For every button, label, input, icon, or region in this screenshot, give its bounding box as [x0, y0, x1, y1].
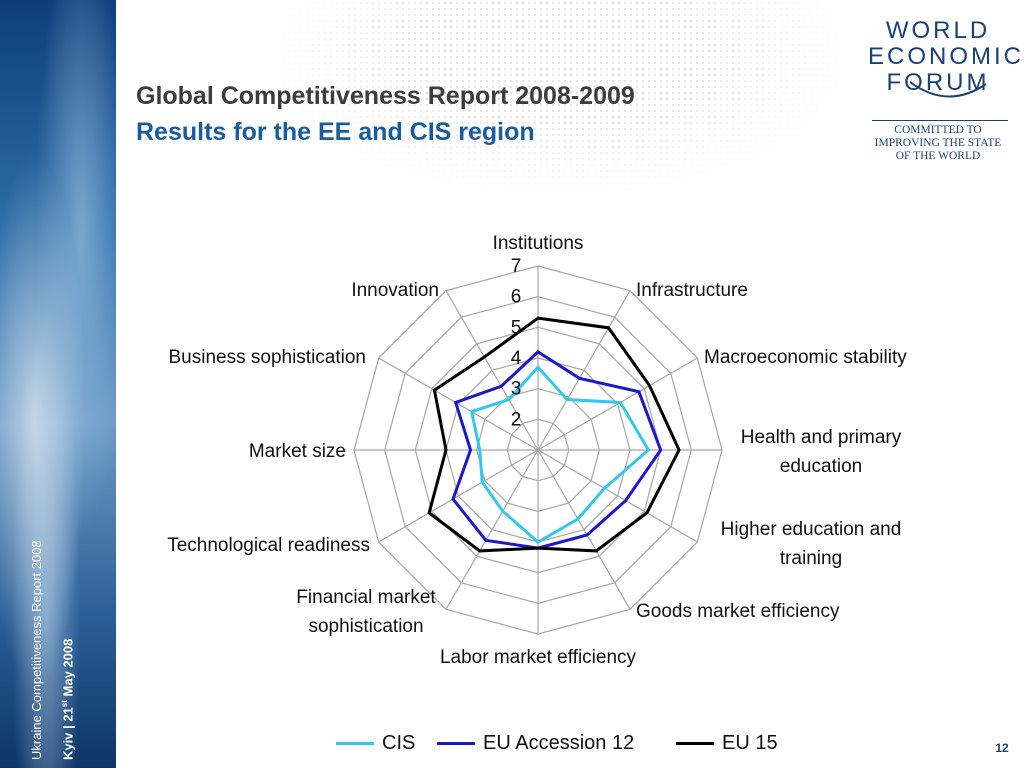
axis-label-macroeconomic-stability: Macroeconomic stability — [704, 347, 907, 368]
page-title: Global Competitiveness Report 2008-2009 — [136, 82, 635, 110]
wef-logo: WORLD ECONOMIC FORUM — [868, 17, 1024, 98]
chart-legend: CIS EU Accession 12 EU 15 — [0, 728, 1024, 758]
axis-label-higher-education-and-training: Higher education and training — [721, 519, 902, 569]
legend-swatch-eu-15 — [676, 741, 714, 745]
axis-label-labor-market-efficiency: Labor market efficiency — [440, 647, 637, 668]
axis-label-business-sophistication: Business sophistication — [169, 347, 367, 368]
grid-spoke — [537, 449, 698, 543]
tick-label: 2 — [511, 409, 522, 430]
axis-label-innovation: Innovation — [351, 280, 439, 301]
axis-label-goods-market-efficiency: Goods market efficiency — [636, 601, 840, 622]
axis-label-financial-market-sophistication: Financial market sophistication — [296, 587, 436, 637]
logo-divider — [872, 120, 1008, 121]
tagline-line-1: COMMITTED TO — [894, 124, 982, 136]
grid-spoke — [537, 290, 631, 451]
grid-spoke — [537, 449, 631, 610]
tick-label: 4 — [511, 348, 522, 369]
logo-line-3: FORUM — [886, 69, 990, 96]
tagline-line-3: OF THE WORLD — [895, 150, 981, 162]
sidebar-background: Ukraine Competitiveness Report 2008 Kyiv… — [0, 0, 116, 768]
tick-label: 3 — [511, 379, 522, 400]
grid-spoke — [445, 449, 539, 610]
tagline-line-2: IMPROVING THE STATE — [874, 137, 1002, 149]
grid-spoke — [378, 357, 539, 451]
legend-item-cis: CIS — [336, 728, 415, 758]
world-map-background — [280, 0, 840, 190]
grid-spoke — [378, 449, 539, 543]
axis-label-technological-readiness: Technological readiness — [167, 535, 370, 556]
logo-tagline: COMMITTED TO IMPROVING THE STATE OF THE … — [868, 124, 1008, 163]
radar-ticks: 2 3 4 5 6 7 — [511, 256, 522, 430]
legend-label-eu-accession-12: EU Accession 12 — [483, 731, 635, 754]
legend-swatch-eu-accession-12 — [437, 741, 475, 745]
axis-label-market-size: Market size — [249, 441, 346, 462]
logo-line-1: WORLD — [885, 17, 991, 44]
legend-item-eu-accession-12: EU Accession 12 — [437, 728, 634, 758]
legend-swatch-cis — [336, 741, 374, 745]
legend-item-eu-15: EU 15 — [676, 728, 778, 758]
page-subtitle: Results for the EE and CIS region — [136, 118, 535, 146]
page-number: 12 — [984, 736, 1020, 760]
axis-label-institutions: Institutions — [493, 233, 584, 254]
radar-chart: 2 3 4 5 6 7 Institutions Infrastructure Macroec… — [167, 233, 907, 668]
grid-spoke — [445, 290, 539, 451]
legend-label-cis: CIS — [382, 731, 416, 754]
tick-label: 7 — [511, 256, 522, 277]
radar-grid — [353, 265, 723, 635]
logo-line-2: ECONOMIC — [868, 43, 1024, 70]
legend-label-eu-15: EU 15 — [722, 731, 778, 754]
radar-series — [427, 316, 681, 553]
radar-axis-labels: Institutions Infrastructure Macroeconomic … — [167, 233, 907, 668]
tick-label: 5 — [511, 317, 522, 338]
axis-label-health-and-primary-education: Health and primary education — [741, 427, 902, 477]
series-cis-line — [469, 364, 651, 544]
logo-arc-icon — [909, 81, 987, 98]
grid-spoke — [537, 357, 698, 451]
axis-label-infrastructure: Infrastructure — [636, 280, 748, 301]
tick-label: 6 — [511, 287, 522, 308]
